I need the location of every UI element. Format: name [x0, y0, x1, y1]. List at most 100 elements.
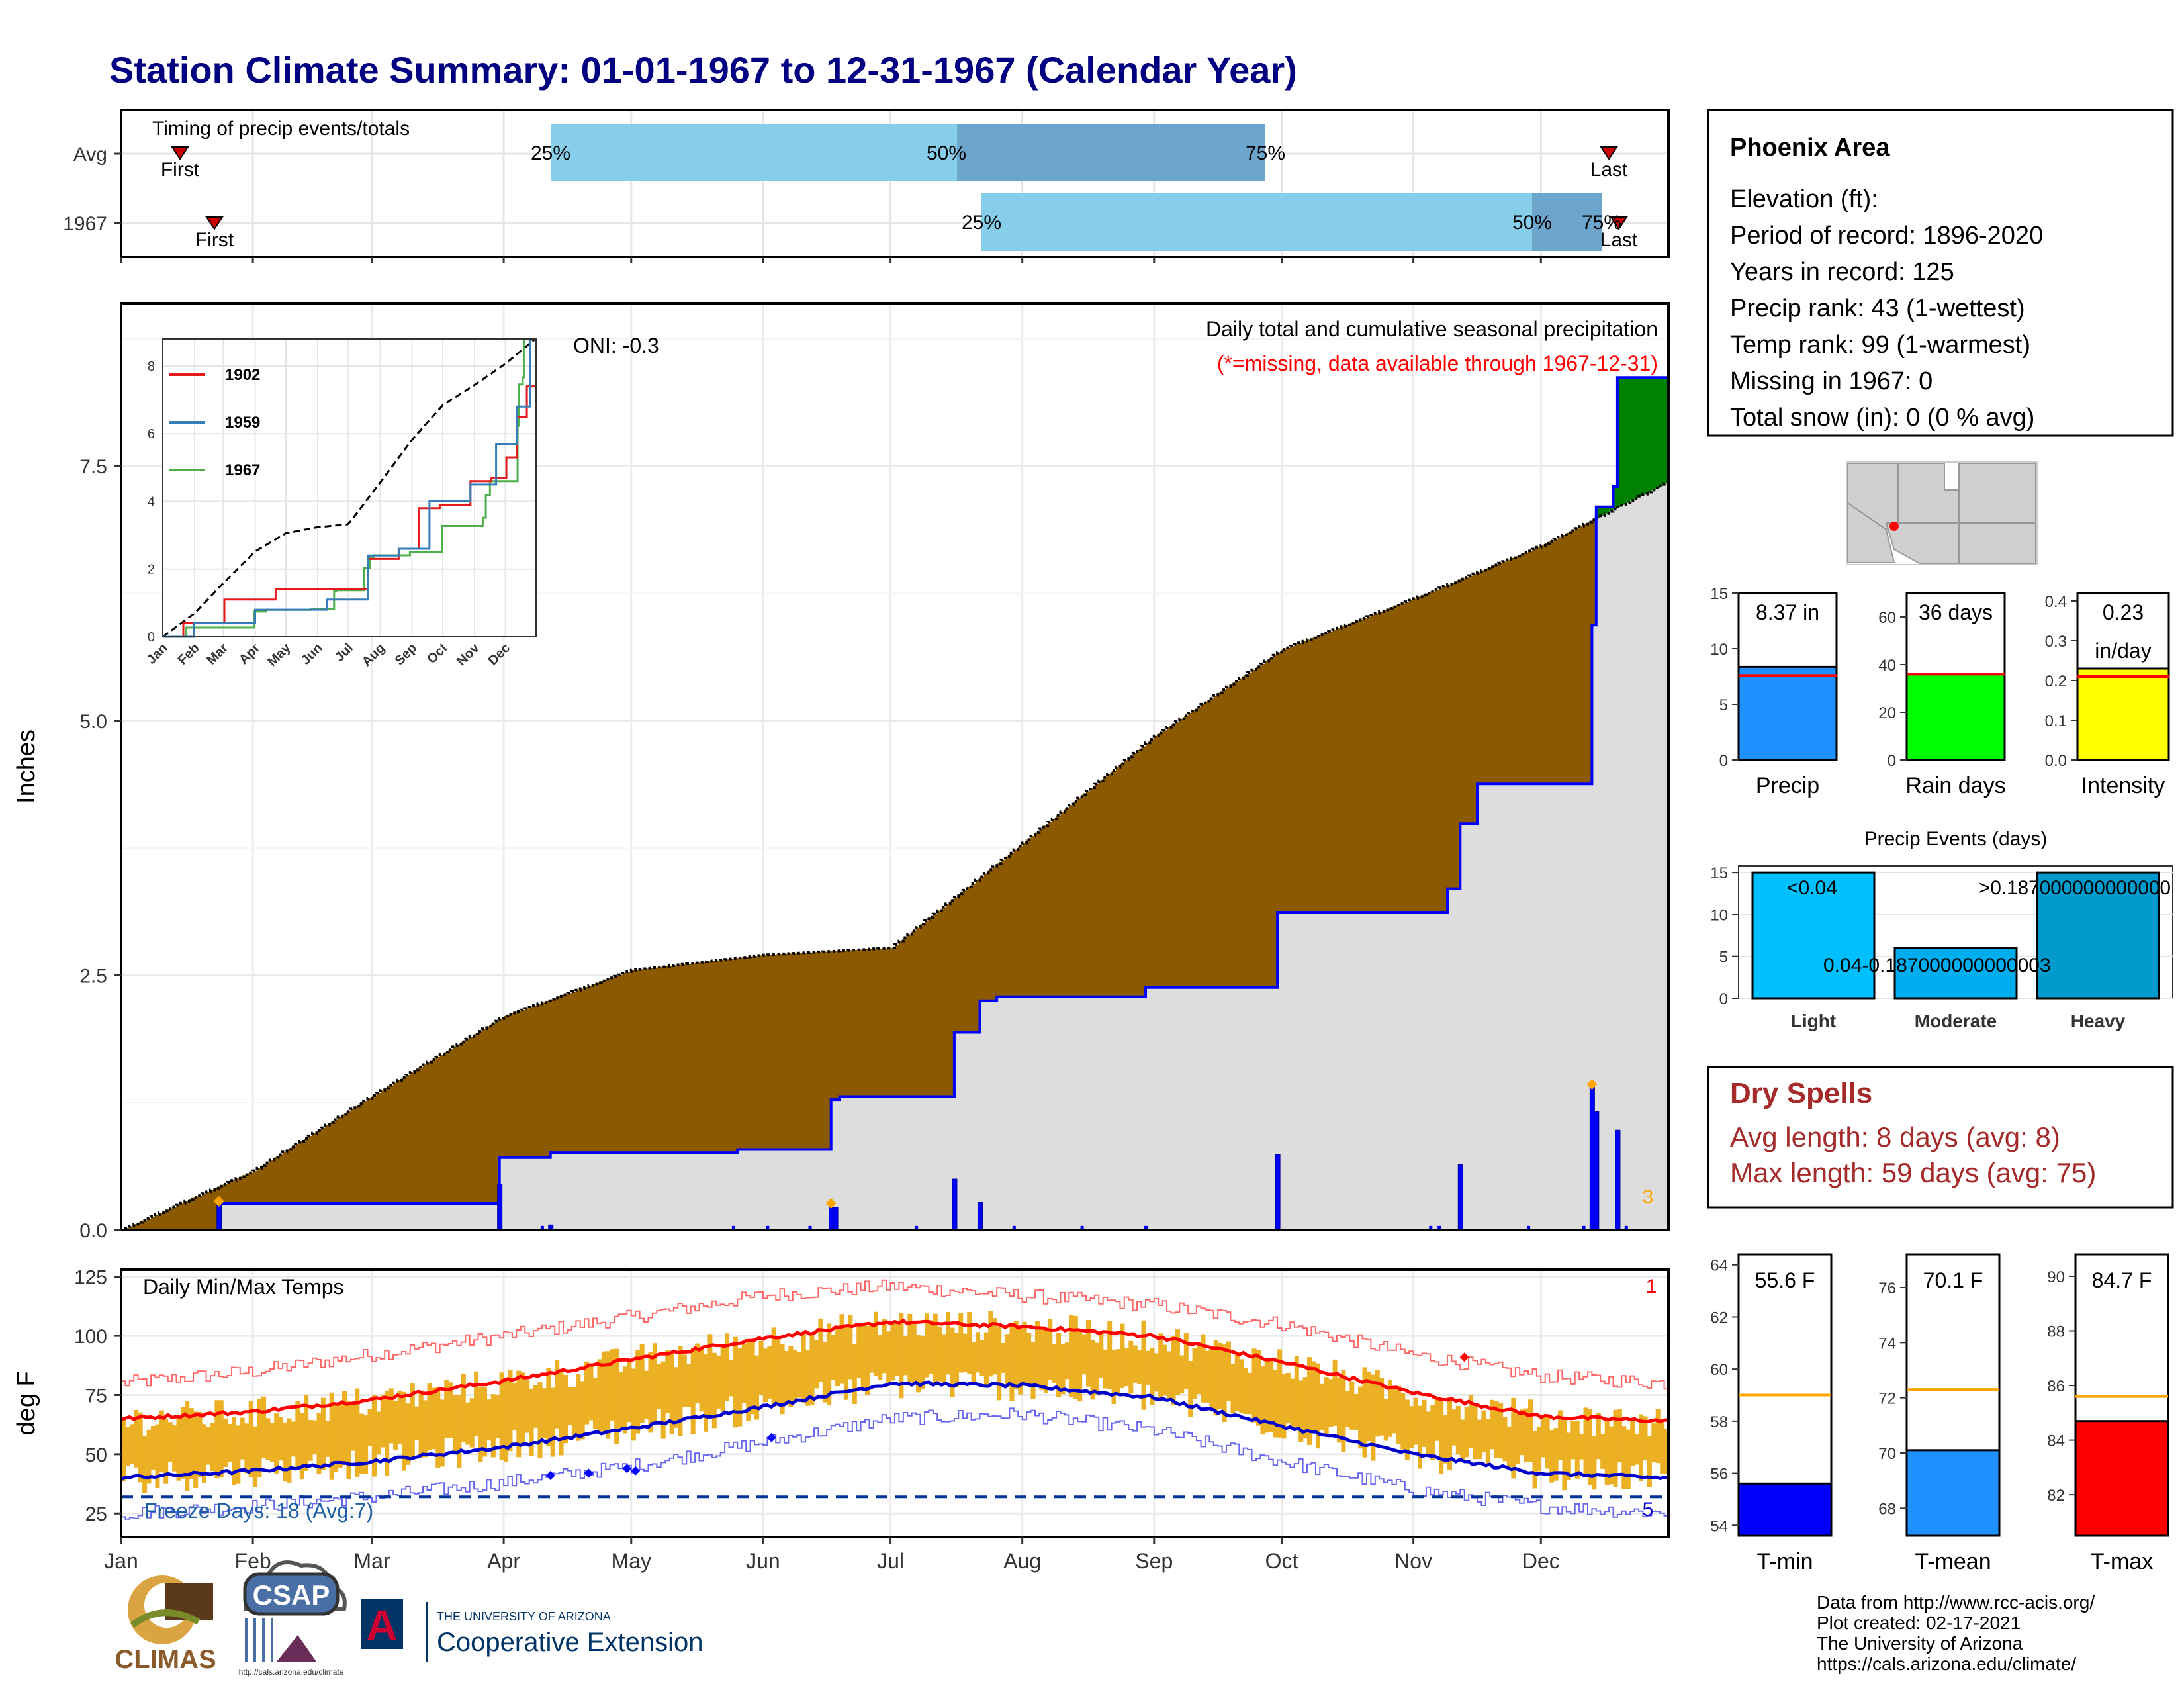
- daily-temp-bar: [159, 1410, 164, 1473]
- record-high-marker: [1459, 1352, 1469, 1362]
- temp-summary-label: T-mean: [1915, 1549, 1991, 1574]
- inset-month-label: Feb: [175, 641, 203, 668]
- temp-ytick-label: 125: [74, 1267, 107, 1289]
- temp-summary-t-min: 54 56 58 60 62 64 55.6 F T-min: [1710, 1253, 1833, 1574]
- temp-summary-ytick: 70: [1878, 1445, 1896, 1463]
- daily-temp-bar: [665, 1350, 670, 1413]
- daily-temp-bar: [269, 1423, 275, 1462]
- record-low-marker: [631, 1466, 641, 1476]
- daily-temp-bar: [916, 1335, 921, 1393]
- daily-temp-bar: [797, 1352, 802, 1398]
- first-marker-1967: [205, 216, 224, 230]
- daily-temp-bar: [856, 1326, 862, 1378]
- daily-temp-bar: [737, 1348, 743, 1427]
- summary-value-text: 36 days: [1919, 600, 1993, 624]
- daily-temp-bar: [899, 1313, 904, 1399]
- daily-temp-bar: [1341, 1370, 1346, 1452]
- daily-temp-bar: [1103, 1349, 1108, 1389]
- daily-temp-bar: [822, 1342, 827, 1403]
- temp-panel: 25 50 75 100 125 Jan Feb Mar Apr May Jun Jul Aug Sep…: [13, 1267, 1670, 1573]
- station-info-box: Phoenix Area Elevation (ft): Period of r…: [1707, 109, 2174, 437]
- daily-temp-bar: [1213, 1340, 1218, 1416]
- daily-temp-bar: [338, 1403, 343, 1468]
- daily-temp-bar: [890, 1322, 895, 1381]
- daily-temp-bar: [385, 1391, 390, 1476]
- daily-temp-bar: [401, 1391, 406, 1471]
- daily-temp-bar: [1490, 1399, 1495, 1450]
- record-precip-marker: [213, 1196, 224, 1207]
- summary-ytick-label: 0.2: [2045, 673, 2067, 690]
- daily-temp-bar: [1430, 1405, 1435, 1460]
- map-colorado: [1958, 463, 2036, 524]
- ua-mark: A: [366, 1601, 398, 1650]
- daily-temp-bar: [1515, 1413, 1520, 1464]
- daily-temp-bar: [1324, 1377, 1329, 1436]
- daily-temp-bar: [431, 1387, 436, 1450]
- daily-temp-bar: [1469, 1395, 1474, 1448]
- daily-temp-bar: [151, 1426, 156, 1470]
- summary-value-text: 8.37 in: [1756, 600, 1819, 624]
- temp-summary-ytick: 60: [1710, 1361, 1728, 1379]
- temp-summary-ytick: 62: [1710, 1309, 1728, 1327]
- precip-panel-title: Daily total and cumulative seasonal prec…: [1206, 317, 1658, 341]
- daily-temp-bar: [1167, 1351, 1172, 1401]
- daily-temp-bar: [1651, 1423, 1657, 1463]
- daily-temp-bar: [499, 1372, 504, 1461]
- pct50-avg: 50%: [927, 142, 966, 164]
- precip-ytick-label: 7.5: [79, 456, 107, 478]
- daily-temp-bar: [376, 1411, 381, 1455]
- daily-temp-bar: [869, 1324, 874, 1373]
- event-bar-heavy: [2036, 871, 2160, 1000]
- daily-temp-bar: [1532, 1430, 1537, 1489]
- precip-events-chart: Precip Events (days) 0 5 10 15 Light Moderate…: [1710, 828, 2173, 1031]
- temp-count-bottom: 5: [1643, 1499, 1654, 1521]
- inset-line-1902: [163, 385, 536, 638]
- temp-y-axis: 25 50 75 100 125: [74, 1267, 121, 1525]
- daily-temp-bar: [397, 1390, 402, 1444]
- daily-temp-bar: [1188, 1361, 1193, 1417]
- pct25-avg: 25%: [531, 142, 570, 164]
- daily-temp-bar: [1400, 1393, 1406, 1450]
- daily-temp-bar: [584, 1361, 590, 1425]
- daily-temp-bar: [1132, 1345, 1138, 1383]
- daily-temp-bar: [1349, 1381, 1355, 1430]
- summary-category-label: Rain days: [1905, 773, 2005, 798]
- daily-temp-bar: [1375, 1370, 1380, 1437]
- daily-temp-bar: [1060, 1344, 1066, 1395]
- temp-summary-ytick: 72: [1878, 1390, 1896, 1408]
- inset-month-label: Dec: [486, 641, 514, 669]
- locator-map: [1846, 461, 2038, 565]
- daily-temp-bar: [567, 1387, 572, 1426]
- daily-precip-bar: [833, 1207, 839, 1230]
- daily-temp-bar: [342, 1391, 347, 1466]
- daily-temp-bar: [946, 1312, 951, 1375]
- inset-month-label: Nov: [454, 640, 482, 669]
- summary-ytick-label: 0.1: [2045, 712, 2067, 730]
- daily-temp-bar: [720, 1345, 725, 1412]
- normal-max-line: [121, 1319, 1668, 1424]
- month-tick-label: Dec: [1522, 1549, 1560, 1573]
- daily-temp-bar: [1524, 1408, 1529, 1462]
- temp-panel-title: Daily Min/Max Temps: [143, 1275, 343, 1299]
- daily-temp-bar: [682, 1354, 687, 1407]
- daily-temp-bar: [469, 1398, 475, 1448]
- daily-temp-bar: [1625, 1429, 1631, 1489]
- daily-temp-bar: [1566, 1432, 1571, 1480]
- summary-ytick-label: 10: [1710, 641, 1728, 659]
- daily-temp-bar: [635, 1350, 641, 1434]
- daily-temp-bar: [699, 1348, 704, 1412]
- last-marker-1967: [1610, 216, 1628, 230]
- daily-temp-bar: [129, 1424, 134, 1464]
- daily-temp-bar: [1197, 1342, 1201, 1395]
- daily-precip-bar: [1624, 1225, 1628, 1230]
- daily-temp-bar: [1256, 1350, 1261, 1426]
- daily-temp-bar: [448, 1382, 453, 1438]
- daily-temp-bar: [1439, 1398, 1444, 1474]
- temp-summary-ytick: 54: [1710, 1517, 1728, 1535]
- daily-temp-bar: [312, 1420, 317, 1454]
- timing-bar-avg-dark: [957, 124, 1265, 181]
- daily-temp-bar: [1485, 1419, 1490, 1464]
- daily-temp-bar: [1609, 1426, 1614, 1485]
- daily-temp-bar: [1222, 1344, 1227, 1423]
- daily-temp-bar: [814, 1340, 819, 1389]
